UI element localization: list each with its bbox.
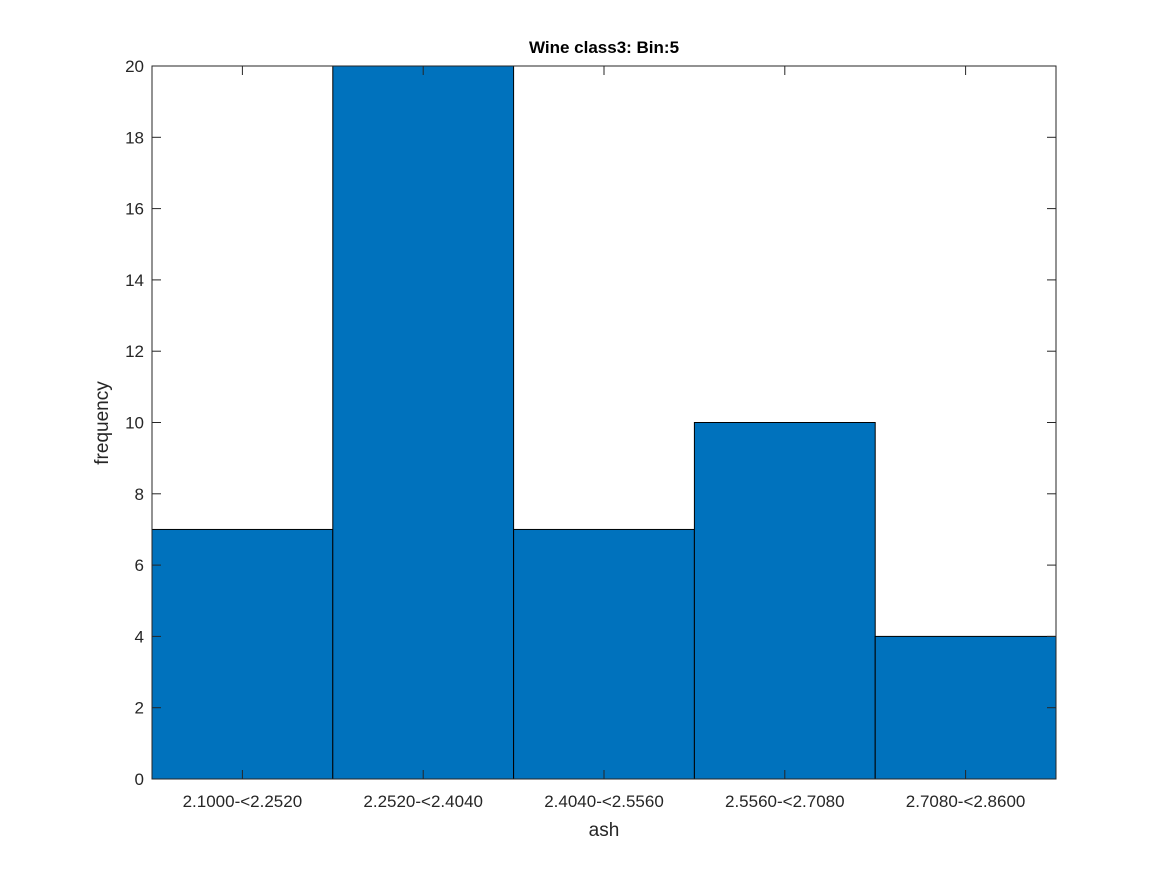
bars-group — [151, 65, 1057, 780]
y-tick-label: 18 — [125, 128, 144, 147]
x-tick-label: 2.5560-<2.7080 — [725, 792, 845, 811]
y-tick-label: 16 — [125, 200, 144, 219]
x-axis-label: ash — [589, 820, 620, 841]
y-axis-label: frequency — [92, 381, 113, 465]
y-tick-label: 20 — [125, 57, 144, 76]
bar-4 — [693, 422, 876, 780]
bar-2 — [332, 65, 515, 780]
chart-title: Wine class3: Bin:5 — [529, 38, 679, 57]
bar-3 — [513, 528, 695, 780]
y-tick-label: 10 — [125, 414, 144, 433]
x-tick-label: 2.7080-<2.8600 — [906, 792, 1026, 811]
y-tick-label: 14 — [125, 271, 144, 290]
bar-5 — [874, 635, 1057, 780]
y-tick-label: 4 — [135, 627, 144, 646]
y-tick-label: 12 — [125, 342, 144, 361]
y-tick-label: 0 — [135, 770, 144, 789]
x-tick-label: 2.2520-<2.4040 — [363, 792, 483, 811]
y-tick-label: 2 — [135, 699, 144, 718]
y-tick-label: 8 — [135, 485, 144, 504]
y-tick-label: 6 — [135, 556, 144, 575]
bar-1 — [151, 528, 334, 780]
x-axis: 2.1000-<2.2520 2.2520-<2.4040 2.4040-<2.55… — [183, 66, 1026, 811]
x-tick-label: 2.4040-<2.5560 — [544, 792, 664, 811]
y-axis: 0 2 4 6 8 10 12 14 16 18 20 — [125, 57, 1056, 789]
x-tick-label: 2.1000-<2.2520 — [183, 792, 303, 811]
